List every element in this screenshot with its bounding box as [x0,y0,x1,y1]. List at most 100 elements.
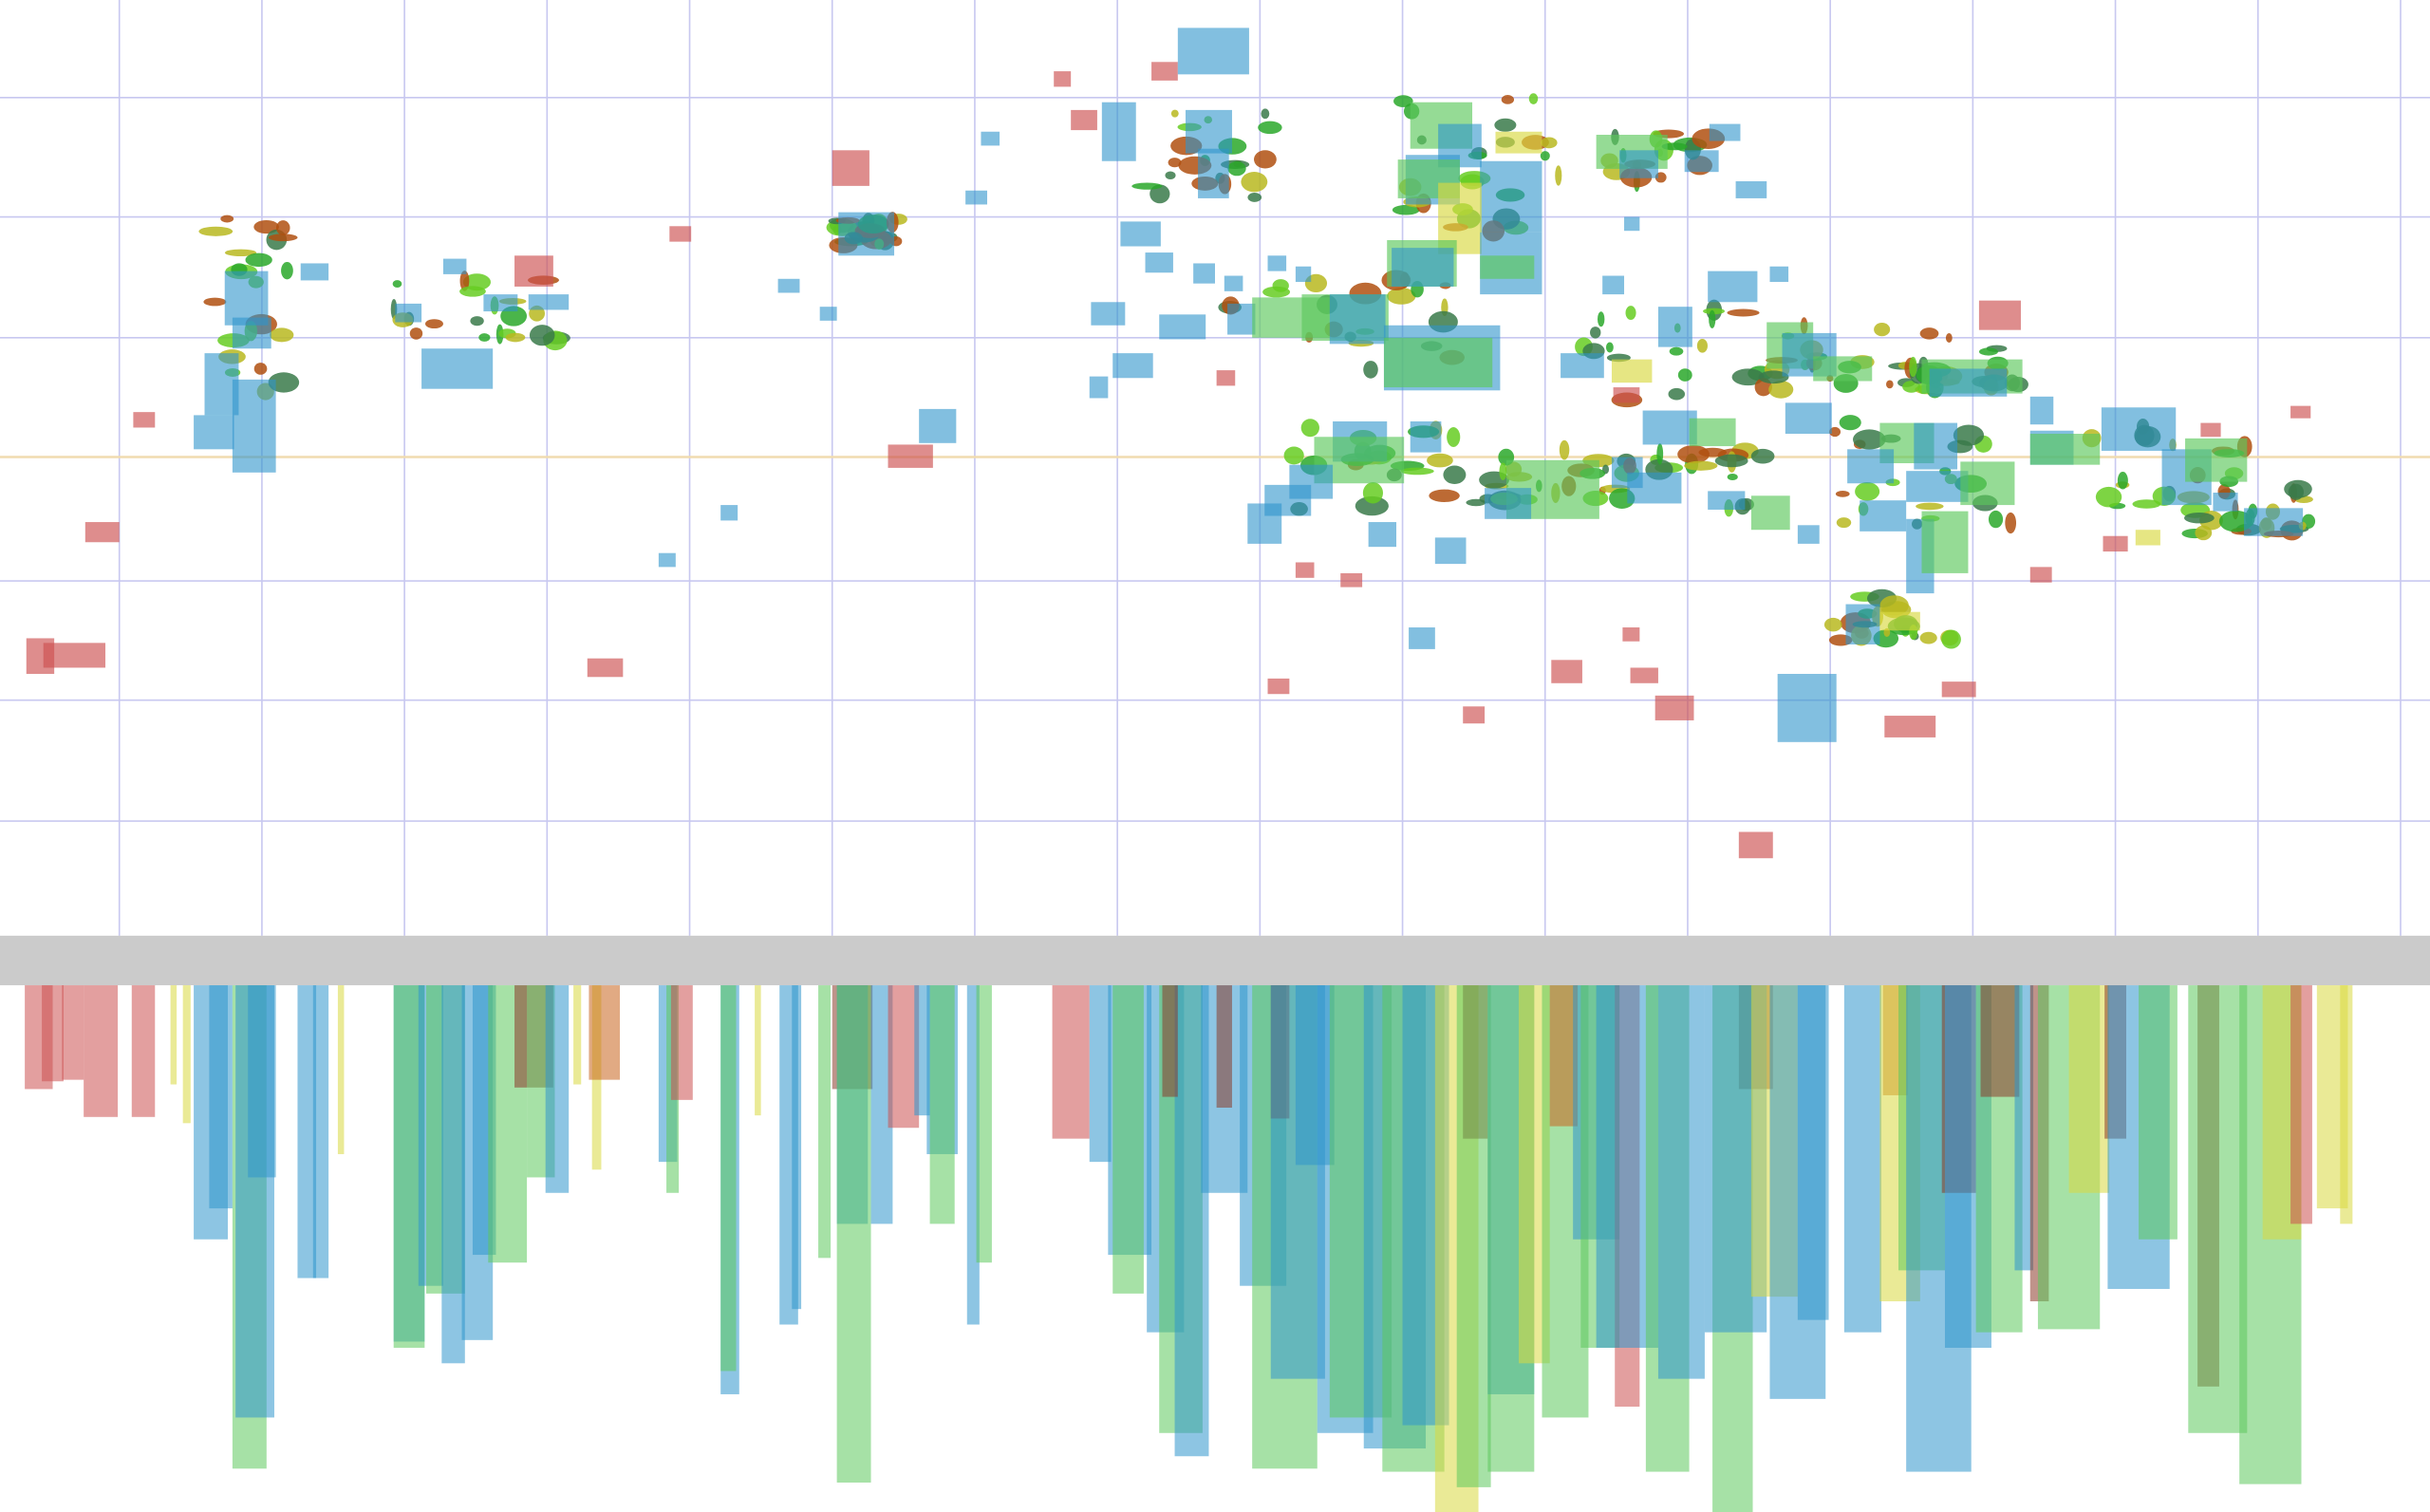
terrain-patch [459,271,470,291]
terrain-patch [1727,308,1760,317]
blue-tile [528,294,570,310]
terrain-patch [1150,184,1170,204]
blue-tile [1264,484,1312,516]
terrain-patch [1696,339,1708,353]
green-tile [1689,418,1736,447]
terrain-patch [470,316,484,327]
green-tile [1750,495,1790,531]
terrain-patch [1443,465,1467,484]
red-tile [2103,535,2128,552]
blue-bar [2014,985,2034,1271]
terrain-patch [1823,617,1842,632]
green-bar [2139,985,2178,1240]
blue-tile [232,317,271,349]
blue-tile [1769,266,1789,283]
blue-bar [1797,985,1829,1320]
terrain-patch [2288,483,2304,500]
terrain-patch [1978,347,1998,356]
red-tile [1267,678,1290,695]
terrain-patch [268,372,300,393]
green-bar [1112,985,1144,1294]
terrain-patch [1885,380,1894,389]
terrain-patch [1625,306,1636,321]
red-tile [84,522,120,543]
terrain-patch [1988,510,2004,529]
blue-tile [194,415,234,450]
blue-tile [1485,488,1532,519]
terrain-patch [1829,426,1841,438]
bar-strip [25,985,2353,1512]
terrain-patch [1768,381,1794,399]
terrain-patch [1392,204,1420,215]
terrain-patch [1355,495,1389,516]
blue-tile [720,505,738,521]
terrain-patch [1597,311,1605,327]
terrain-patch [1941,629,1961,649]
terrain-patch [1262,286,1291,298]
terrain-patch [505,332,526,343]
blue-tile [1735,180,1767,198]
terrain-patch [1668,387,1686,401]
terrain-patch [1879,595,1909,616]
terrain-patch [253,363,268,375]
terrain-patch [1677,368,1692,382]
blue-tile [1860,500,1907,532]
terrain-patch [1168,158,1182,168]
red-tile [514,255,553,287]
terrain-patch [2117,472,2128,490]
blue-bar [441,985,465,1364]
terrain-patch [1909,356,1917,378]
terrain-patch [1165,171,1176,180]
blue-tile [1101,102,1136,161]
green-tile [1813,356,1873,382]
blue-tile [1177,28,1249,75]
terrain-patch [1590,327,1601,339]
blue-tile [1329,294,1386,345]
blue-tile [1708,271,1758,303]
red-tile [587,658,624,678]
yellow-bar [755,985,761,1116]
red-tile [1551,660,1582,683]
red-tile [1216,370,1236,386]
terrain-patch [529,325,555,346]
blue-tile [1224,275,1243,291]
terrain-patch [1758,370,1789,384]
blue-tile [483,294,518,312]
red-tile [1622,627,1640,642]
orange-bar [589,985,621,1080]
terrain-patch [2132,499,2161,509]
red-tile [1941,681,1976,698]
blue-tile [777,278,800,293]
blue-tile [981,131,1000,146]
blue-tile [1145,252,1173,273]
green-bar [2188,985,2248,1433]
blue-tile [1120,221,1161,247]
blue-tile [1267,255,1287,271]
blue-tile [421,348,494,389]
blue-bar [792,985,802,1310]
blue-tile [2244,508,2304,536]
blue-tile [1159,314,1206,340]
blue-tile [1295,266,1312,283]
terrain-patch [203,297,227,307]
terrain-patch [1661,142,1688,151]
blue-tile [1480,160,1542,233]
terrain-patch [1839,415,1861,431]
panel-divider[interactable] [0,935,2430,986]
yellow-tile [1611,359,1653,383]
blue-tile [395,303,422,323]
terrain-patch [1363,361,1378,379]
terrain-patch [2095,486,2122,508]
green-bar [836,985,871,1483]
terrain-patch [1656,443,1664,465]
red-bar [670,985,693,1100]
blue-tile [1227,303,1256,335]
terrain-patch [1466,498,1486,507]
blue-tile [1929,368,2008,397]
blue-tile [1684,150,1719,173]
red-tile [1071,109,1097,131]
red-bar [888,985,920,1129]
red-tile [1054,71,1072,87]
blue-tile [1434,537,1467,565]
